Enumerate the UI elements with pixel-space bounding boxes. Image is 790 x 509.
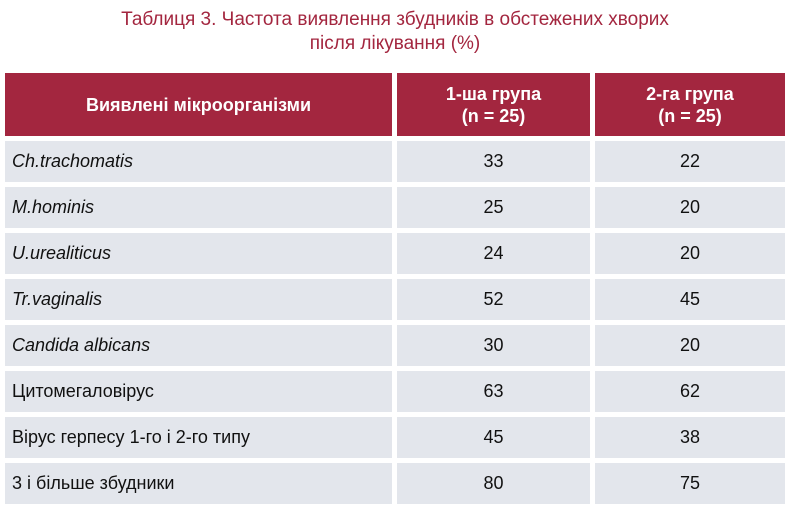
table-row: Ch.trachomatis 33 22 [5, 141, 785, 182]
group-1-value: 63 [397, 371, 590, 412]
group-1-value: 33 [397, 141, 590, 182]
group-2-value: 38 [595, 417, 785, 458]
organism-name: Tr.vaginalis [5, 279, 392, 320]
table-row: 3 і більше збудники 80 75 [5, 463, 785, 504]
header-group-1-label: 1-ша група [445, 83, 542, 104]
header-group-2: 2-га група (n = 25) [595, 73, 785, 136]
table-row: U.urealiticus 24 20 [5, 233, 785, 274]
group-1-value: 45 [397, 417, 590, 458]
group-2-value: 62 [595, 371, 785, 412]
header-group-1-n: (n = 25) [461, 105, 526, 126]
group-1-value: 24 [397, 233, 590, 274]
caption-line-1: Таблиця 3. Частота виявлення збудників в… [121, 9, 669, 30]
table-row: Candida albicans 30 20 [5, 325, 785, 366]
organism-name: Цитомегаловірус [5, 371, 392, 412]
header-group-2-n: (n = 25) [658, 105, 722, 126]
header-microorganisms: Виявлені мікроорганізми [5, 73, 392, 136]
group-2-value: 22 [595, 141, 785, 182]
group-2-value: 20 [595, 325, 785, 366]
organism-name: Candida albicans [5, 325, 392, 366]
organism-name: Вірус герпесу 1-го і 2-го типу [5, 417, 392, 458]
table-row: M.hominis 25 20 [5, 187, 785, 228]
header-group-1: 1-ша група (n = 25) [397, 73, 590, 136]
group-1-value: 80 [397, 463, 590, 504]
table-row: Цитомегаловірус 63 62 [5, 371, 785, 412]
table-header-row: Виявлені мікроорганізми 1-ша група (n = … [5, 73, 785, 136]
header-group-2-label: 2-га група [646, 83, 734, 104]
group-1-value: 25 [397, 187, 590, 228]
table-row: Вірус герпесу 1-го і 2-го типу 45 38 [5, 417, 785, 458]
organism-name: Ch.trachomatis [5, 141, 392, 182]
organism-name: 3 і більше збудники [5, 463, 392, 504]
group-2-value: 75 [595, 463, 785, 504]
table-caption: Таблиця 3. Частота виявлення збудників в… [0, 8, 790, 56]
group-2-value: 20 [595, 187, 785, 228]
group-1-value: 52 [397, 279, 590, 320]
group-2-value: 45 [595, 279, 785, 320]
organism-name: U.urealiticus [5, 233, 392, 274]
caption-line-2: після лікування (%) [309, 33, 481, 54]
group-1-value: 30 [397, 325, 590, 366]
organism-name: M.hominis [5, 187, 392, 228]
results-table: Виявлені мікроорганізми 1-ша група (n = … [5, 73, 785, 509]
table-row: Tr.vaginalis 52 45 [5, 279, 785, 320]
group-2-value: 20 [595, 233, 785, 274]
